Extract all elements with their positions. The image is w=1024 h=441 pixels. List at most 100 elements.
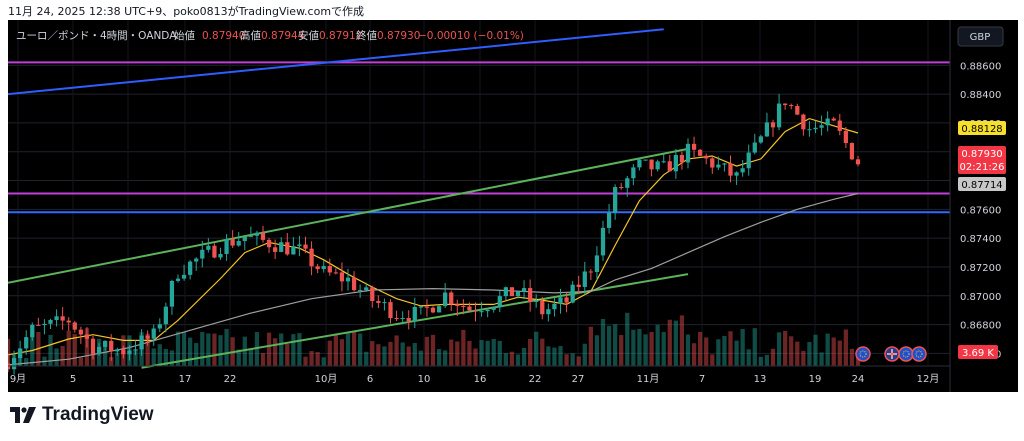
candle: [631, 163, 636, 186]
volume-bar: [746, 349, 751, 366]
candle: [11, 350, 17, 375]
volume-bar: [698, 331, 703, 366]
eu-flag-icon[interactable]: [855, 346, 871, 362]
candle: [758, 134, 763, 144]
candle-body: [497, 296, 502, 308]
candle-body: [479, 311, 484, 313]
candle-body: [673, 154, 678, 172]
volume-bar: [576, 356, 581, 366]
economic-event-icons[interactable]: [855, 346, 927, 362]
candle-body: [746, 152, 751, 169]
candle: [643, 159, 648, 161]
candle: [121, 345, 126, 359]
volume-bar: [491, 338, 496, 366]
uk-flag-icon[interactable]: [884, 346, 900, 362]
eu-flag-icon[interactable]: [911, 346, 927, 362]
candle: [200, 240, 205, 268]
volume-bar: [321, 357, 326, 366]
volume-bar: [285, 343, 290, 366]
candle: [819, 115, 824, 136]
candle: [42, 319, 47, 335]
candle-body: [236, 241, 241, 246]
volume-bar: [558, 346, 563, 366]
volume-bar: [625, 312, 630, 366]
trendline[interactable]: [7, 28, 664, 96]
candle: [436, 305, 442, 313]
candle-body: [418, 306, 423, 308]
candle-body: [84, 334, 90, 339]
volume-bar: [655, 324, 660, 366]
volume-value: 3.69 K: [962, 348, 994, 359]
candle-body: [716, 164, 721, 168]
volume-bar: [351, 332, 357, 366]
candle-body: [206, 245, 211, 250]
time-tick-label: 11: [122, 374, 135, 385]
candle: [485, 307, 490, 318]
volume-bar: [843, 329, 848, 366]
candle: [181, 264, 187, 281]
eu-flag-icon[interactable]: [898, 346, 914, 362]
candle: [770, 119, 776, 137]
price-tick-label: 0.87000: [960, 292, 1001, 303]
volume-bar: [60, 345, 65, 366]
candle: [321, 260, 326, 273]
candle: [783, 103, 788, 110]
gray-ma-price-tag: 0.87714: [958, 177, 1006, 191]
candle-body: [351, 277, 357, 291]
candle: [242, 236, 247, 251]
low-label: 安値: [298, 29, 319, 42]
volume-bar: [473, 348, 478, 366]
candle-body: [60, 316, 65, 321]
high-value: 0.87944: [261, 30, 305, 42]
volume-bar: [813, 334, 818, 366]
volume-bar: [679, 315, 685, 366]
price-chart-svg[interactable]: 0.866000.868000.870000.872000.874000.876…: [5, 20, 1018, 392]
volume-bar: [443, 350, 448, 366]
candle: [449, 290, 454, 312]
candle-body: [291, 246, 296, 255]
volume-bar: [673, 320, 678, 366]
symbol-title: ユーロ／ポンド・4時間・OANDA: [16, 30, 177, 42]
volume-bar: [418, 350, 423, 366]
candle: [327, 258, 332, 276]
volume-bar: [309, 351, 314, 366]
tradingview-logo-icon: [10, 407, 36, 423]
candle-body: [297, 244, 302, 247]
candle: [534, 294, 539, 308]
brand-footer[interactable]: TradingView: [10, 404, 154, 426]
volume-bar: [789, 336, 794, 366]
candle-body: [594, 255, 600, 273]
candle: [78, 326, 83, 344]
candle: [400, 311, 405, 323]
candle: [382, 298, 387, 311]
trendline[interactable]: [7, 147, 689, 284]
candle-body: [795, 106, 800, 115]
volume-bar: [248, 348, 253, 366]
volume-bar: [72, 334, 77, 366]
candle: [582, 261, 587, 295]
candle: [163, 302, 168, 333]
candle-body: [467, 306, 472, 311]
candle-body: [345, 277, 351, 282]
currency-button[interactable]: GBP: [957, 26, 1004, 47]
candle-body: [36, 324, 41, 326]
candle-body: [11, 358, 17, 370]
volume-bar: [364, 351, 369, 366]
candle: [248, 226, 253, 238]
candle-body: [260, 232, 266, 240]
candle: [843, 126, 848, 149]
candle: [309, 241, 314, 276]
moving-average-line: [7, 117, 859, 356]
candle-body: [534, 301, 539, 303]
volume-bar: [273, 338, 278, 366]
candle: [66, 317, 71, 331]
candle: [734, 171, 739, 185]
candle: [333, 268, 338, 275]
candle-body: [776, 103, 782, 128]
time-tick-label: 27: [572, 374, 585, 385]
candle: [649, 159, 654, 177]
candle: [825, 111, 830, 132]
chart-panel[interactable]: 0.866000.868000.870000.872000.874000.876…: [5, 20, 1018, 392]
volume-bar: [297, 333, 302, 366]
volume-bar: [260, 353, 266, 366]
